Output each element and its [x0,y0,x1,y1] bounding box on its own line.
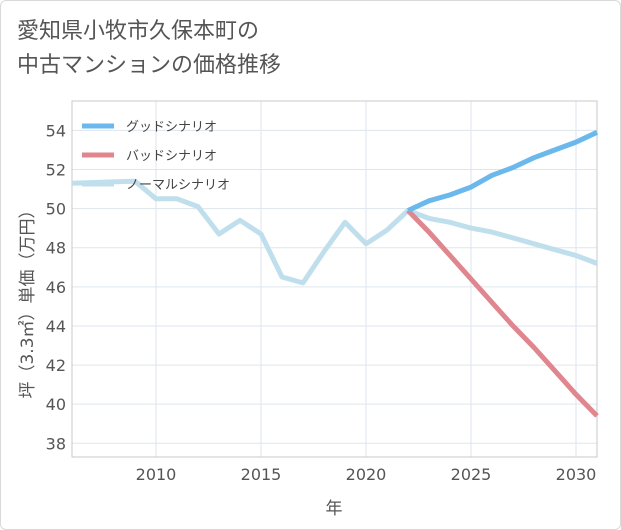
x-tick-label: 2015 [241,465,282,484]
y-tick-label: 44 [46,317,66,336]
y-tick-label: 42 [46,356,66,375]
x-tick-label: 2020 [346,465,387,484]
chart-title-line-1: 愛知県小牧市久保本町の [17,19,260,44]
y-axis-label: 坪（3.3㎡）単価（万円） [18,201,38,398]
series-line-0 [406,130,599,213]
legend-label: バッドシナリオ [126,149,217,164]
chart-title-line-2: 中古マンションの価格推移 [17,53,282,78]
y-tick-label: 54 [46,121,66,140]
plot-frame [71,100,598,458]
legend-label: ノーマルシナリオ [126,178,230,193]
series-line-1 [406,208,599,418]
x-axis-label: 年 [326,499,343,519]
y-tick-label: 40 [46,395,66,414]
series-line-2 [71,178,598,286]
series-lines [71,130,599,418]
chart-title: 愛知県小牧市久保本町の 中古マンションの価格推移 [17,15,281,83]
y-tick-label: 46 [46,278,66,297]
legend-label: グッドシナリオ [126,120,217,135]
x-tick-label: 2030 [556,465,597,484]
y-tick-label: 50 [46,200,66,219]
axes: 38 40 42 44 46 48 50 52 54 2010 2015 2020 2025 2030 [46,121,597,484]
y-tick-label: 52 [46,160,66,179]
y-tick-label: 38 [46,434,66,453]
x-tick-label: 2010 [136,465,177,484]
y-tick-label: 48 [46,239,66,258]
x-tick-label: 2025 [451,465,492,484]
